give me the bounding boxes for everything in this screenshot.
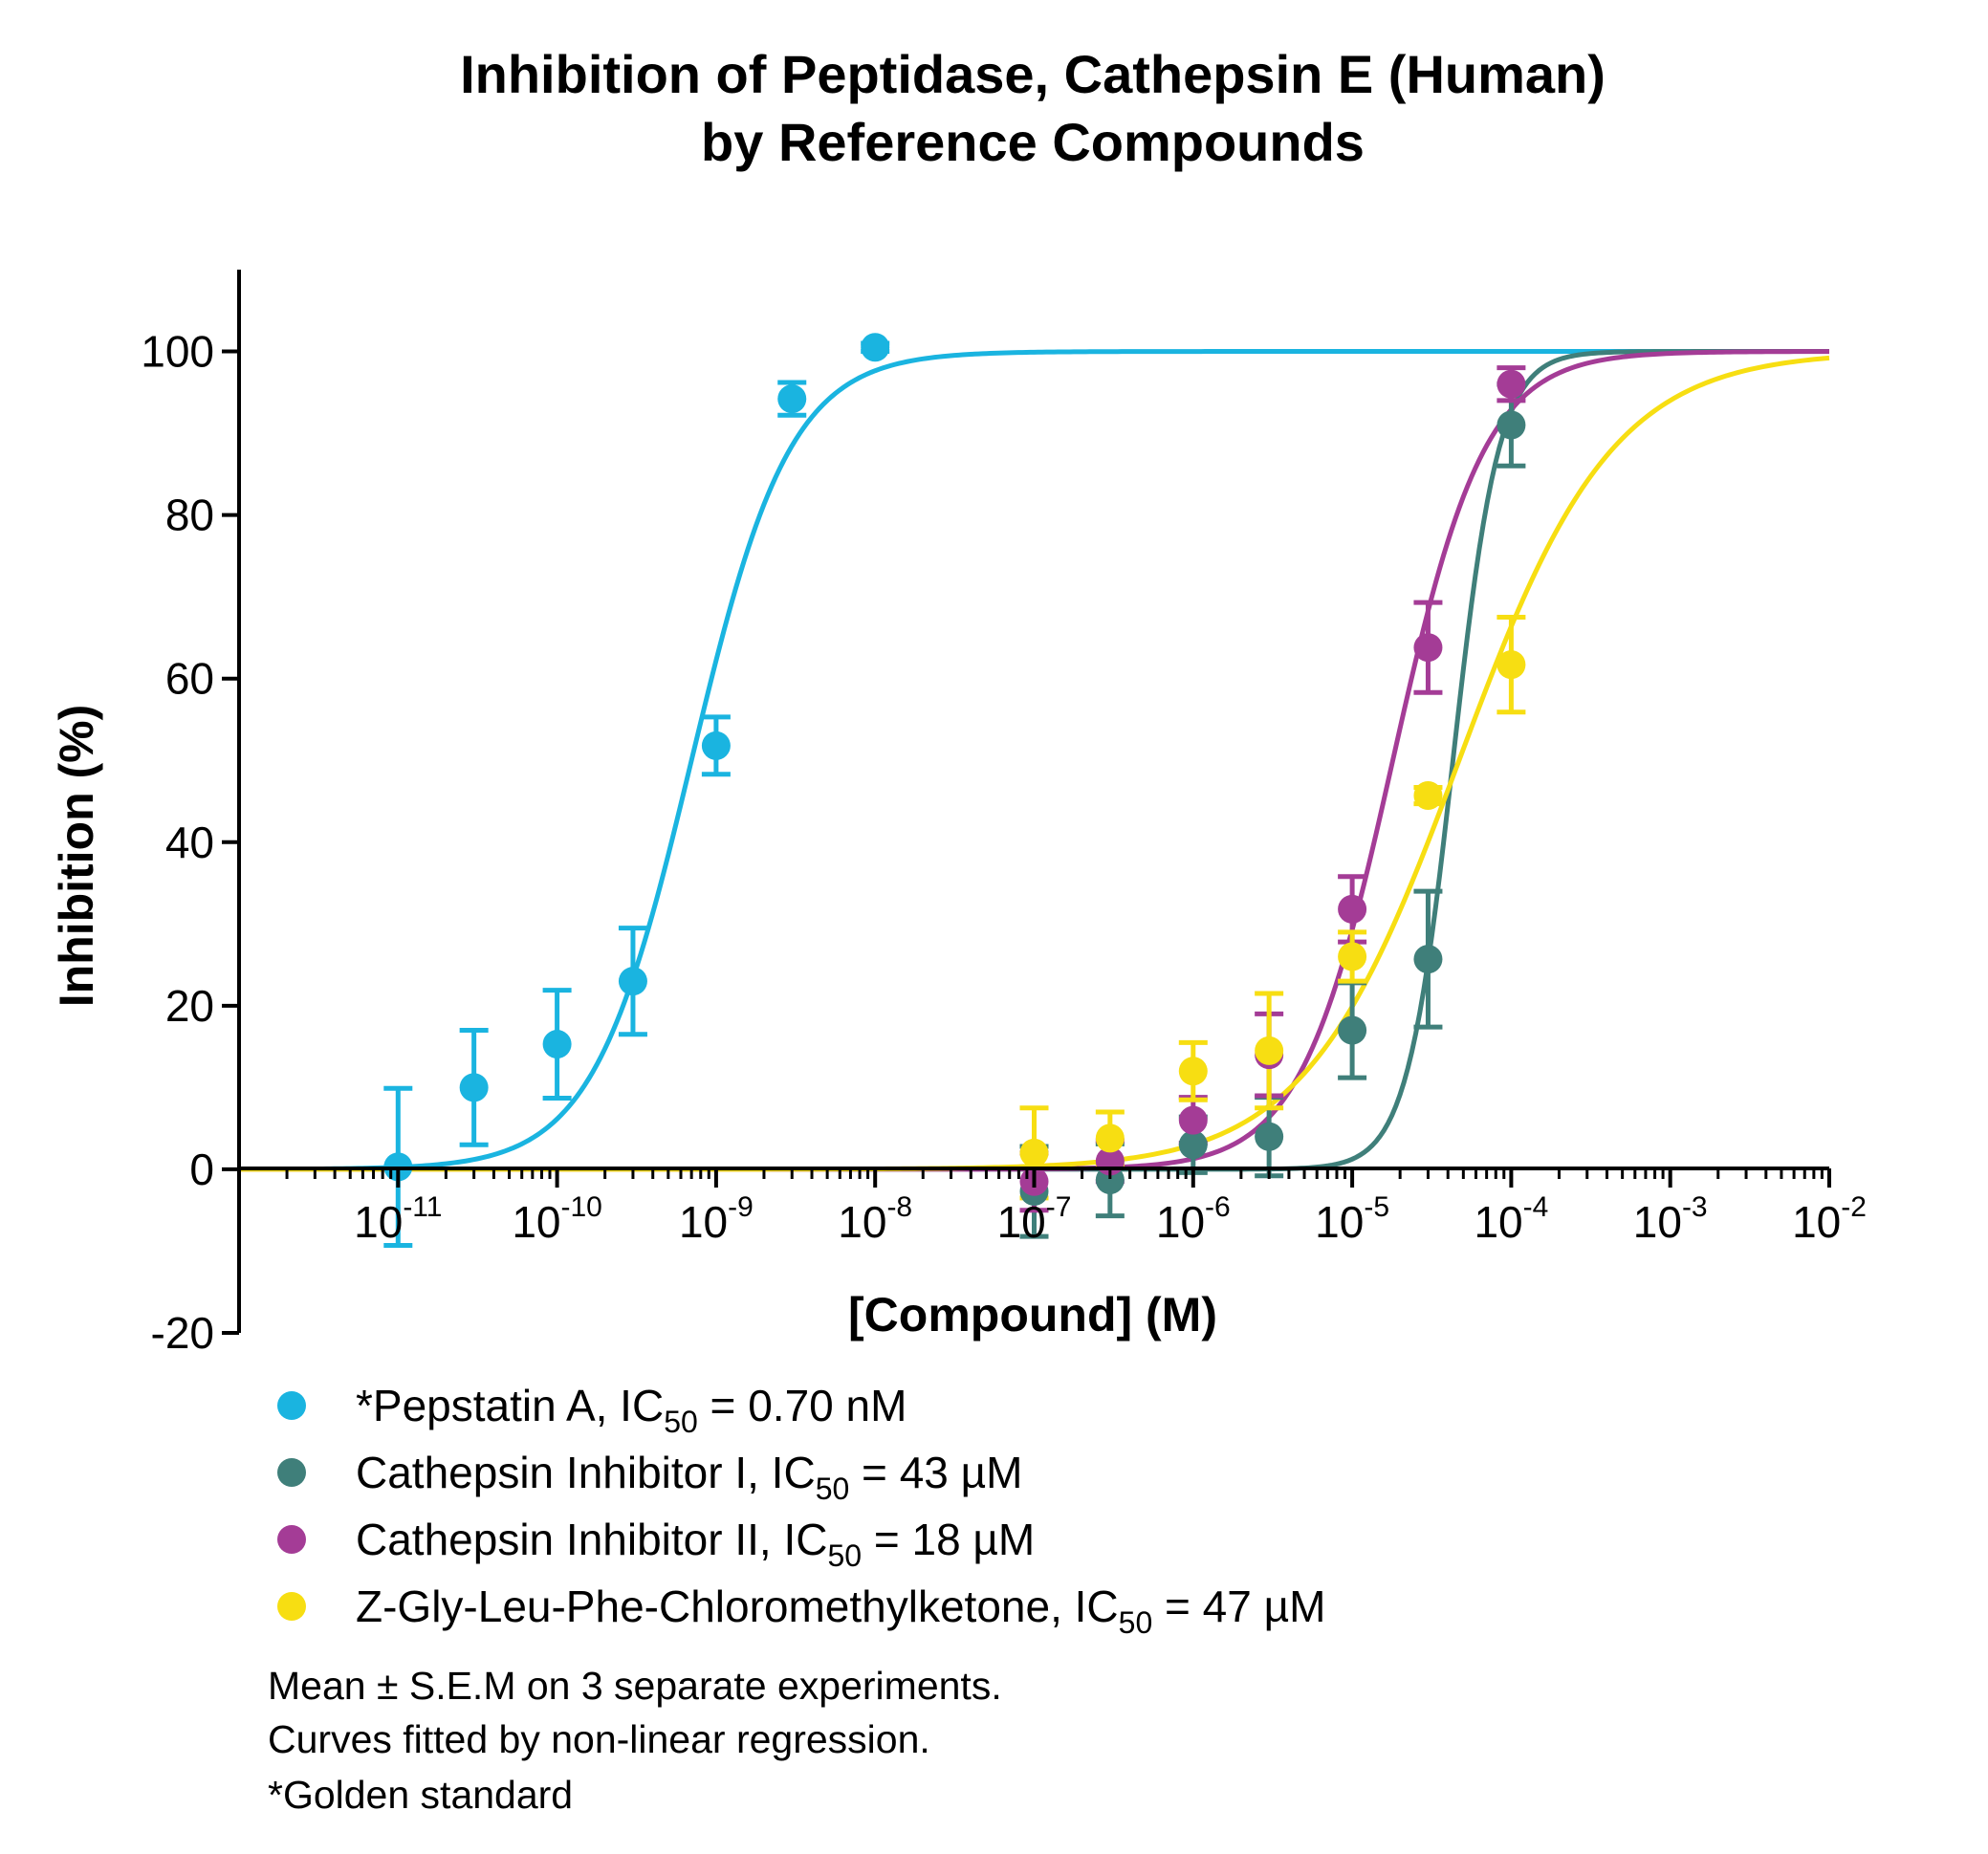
footnotes: Mean ± S.E.M on 3 separate experiments. …: [268, 1664, 1002, 1817]
footnote-line: Curves fitted by non-linear regression.: [268, 1717, 930, 1761]
chart-title-line-2: by Reference Compounds: [701, 112, 1365, 172]
data-points: [383, 333, 1526, 1207]
fit-curve: [239, 349, 1829, 1172]
data-point: [1019, 1138, 1049, 1167]
data-point: [1178, 1057, 1208, 1086]
data-point: [1496, 369, 1526, 399]
x-axis-ticks: 10-11 10-10 10-9 10-8 10-7 10-6 10-5 10-4 10-3 10…: [285, 1168, 1867, 1247]
y-tick-label: -20: [151, 1308, 214, 1358]
data-point: [1413, 945, 1443, 974]
data-point: [1496, 410, 1526, 440]
data-point: [1255, 1122, 1284, 1151]
data-point: [618, 967, 647, 996]
x-tick-label: 10-7: [997, 1191, 1072, 1247]
data-point: [1338, 1015, 1367, 1045]
x-tick-label: 10-9: [679, 1191, 754, 1247]
y-tick-label: 60: [165, 654, 214, 704]
x-tick-label: 10-11: [354, 1191, 442, 1247]
legend-label: *Pepstatin A, IC50 = 0.70 nM: [356, 1381, 907, 1439]
data-point: [1496, 650, 1526, 680]
y-tick-label: 100: [141, 327, 214, 377]
y-tick-label: 80: [165, 491, 214, 540]
y-tick-label: 20: [165, 981, 214, 1031]
data-point: [1413, 781, 1443, 811]
y-axis-title: Inhibition (%): [50, 705, 103, 1008]
x-tick-label: 10-2: [1792, 1191, 1867, 1247]
data-point: [1095, 1123, 1125, 1153]
data-point: [1338, 894, 1367, 924]
legend-marker: [277, 1525, 306, 1554]
legend: *Pepstatin A, IC50 = 0.70 nM Cathepsin In…: [277, 1381, 1325, 1640]
legend-entry: Z-Gly-Leu-Phe-Chloromethylketone, IC50 =…: [277, 1581, 1325, 1640]
x-tick-label: 10-3: [1633, 1191, 1708, 1247]
data-point: [777, 384, 807, 414]
legend-marker: [277, 1458, 306, 1487]
data-point: [1178, 1130, 1208, 1160]
data-point: [1338, 942, 1367, 971]
x-tick-label: 10-5: [1315, 1191, 1389, 1247]
legend-marker: [277, 1391, 306, 1420]
legend-label: Z-Gly-Leu-Phe-Chloromethylketone, IC50 =…: [356, 1581, 1325, 1640]
data-point: [459, 1073, 489, 1102]
data-point: [1255, 1036, 1284, 1065]
x-tick-label: 10-4: [1474, 1191, 1548, 1247]
legend-entry: Cathepsin Inhibitor II, IC50 = 18 µM: [277, 1515, 1035, 1573]
y-tick-label: 0: [189, 1145, 214, 1194]
y-axis-ticks: -20 0 20 40 60 80 100: [141, 327, 239, 1358]
legend-label: Cathepsin Inhibitor I, IC50 = 43 µM: [356, 1448, 1022, 1506]
x-tick-label: 10-8: [838, 1191, 912, 1247]
fit-curve: [239, 355, 1830, 1172]
legend-entry: Cathepsin Inhibitor I, IC50 = 43 µM: [277, 1448, 1022, 1506]
error-bars: [383, 340, 1526, 1248]
data-point: [1178, 1105, 1208, 1135]
data-point: [861, 333, 890, 362]
chart-title-line-1: Inhibition of Peptidase, Cathepsin E (Hu…: [460, 44, 1606, 104]
x-tick-label: 10-6: [1156, 1191, 1231, 1247]
x-tick-label: 10-10: [512, 1191, 602, 1247]
data-point: [1413, 633, 1443, 663]
footnote-line: Mean ± S.E.M on 3 separate experiments.: [268, 1664, 1002, 1708]
x-axis-title: [Compound] (M): [848, 1288, 1217, 1341]
data-point: [701, 731, 731, 760]
legend-marker: [277, 1592, 306, 1621]
fitted-curves: [239, 349, 1830, 1172]
y-tick-label: 40: [165, 818, 214, 867]
footnote-line: *Golden standard: [268, 1773, 573, 1817]
legend-entry: *Pepstatin A, IC50 = 0.70 nM: [277, 1381, 907, 1439]
data-point: [542, 1030, 572, 1059]
legend-label: Cathepsin Inhibitor II, IC50 = 18 µM: [356, 1515, 1035, 1573]
